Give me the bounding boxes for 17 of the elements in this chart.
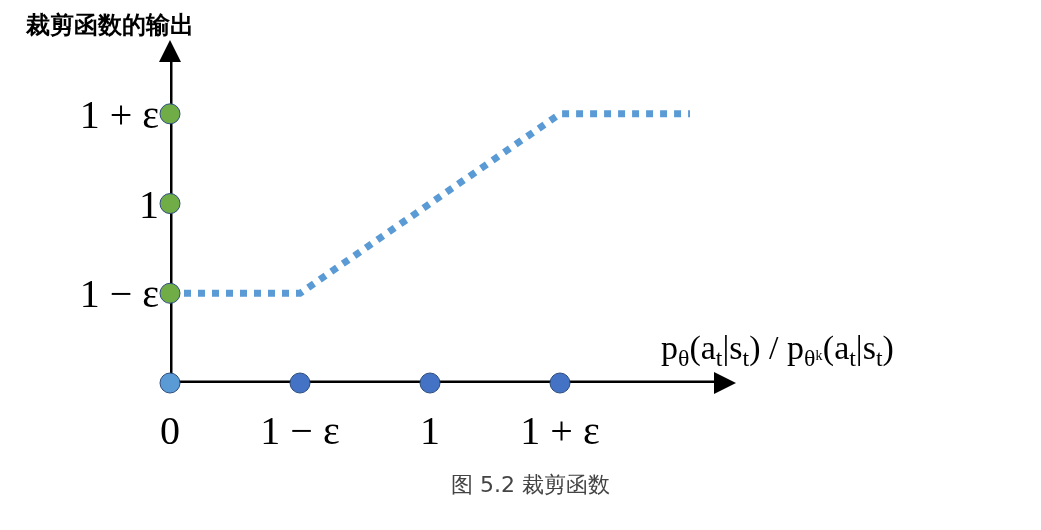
y-axis-title: 裁剪函数的输出 [25, 11, 194, 39]
point [159, 103, 181, 125]
point [159, 282, 181, 304]
y-tick-label: 1 − ε [79, 271, 159, 317]
x-tick-label: 0 [160, 408, 180, 453]
text: p$_{θ}$(a$_{t}$|s$_{t}$) / p$_{θᵏ}$(a$_{t}$|s$_{t}$) [661, 329, 894, 372]
point [159, 372, 181, 394]
y-tick-label: 1 [139, 181, 159, 227]
point [159, 193, 181, 215]
point [289, 372, 311, 394]
x-tick-label: 1 [420, 408, 440, 453]
point [549, 372, 571, 394]
x-tick-label: 1 − ε [260, 408, 340, 453]
point [419, 372, 441, 394]
x-tick-label: 1 + ε [520, 408, 600, 453]
y-tick-label: 1 + ε [79, 91, 159, 137]
caption: 图 5.2 裁剪函数 [451, 472, 610, 497]
